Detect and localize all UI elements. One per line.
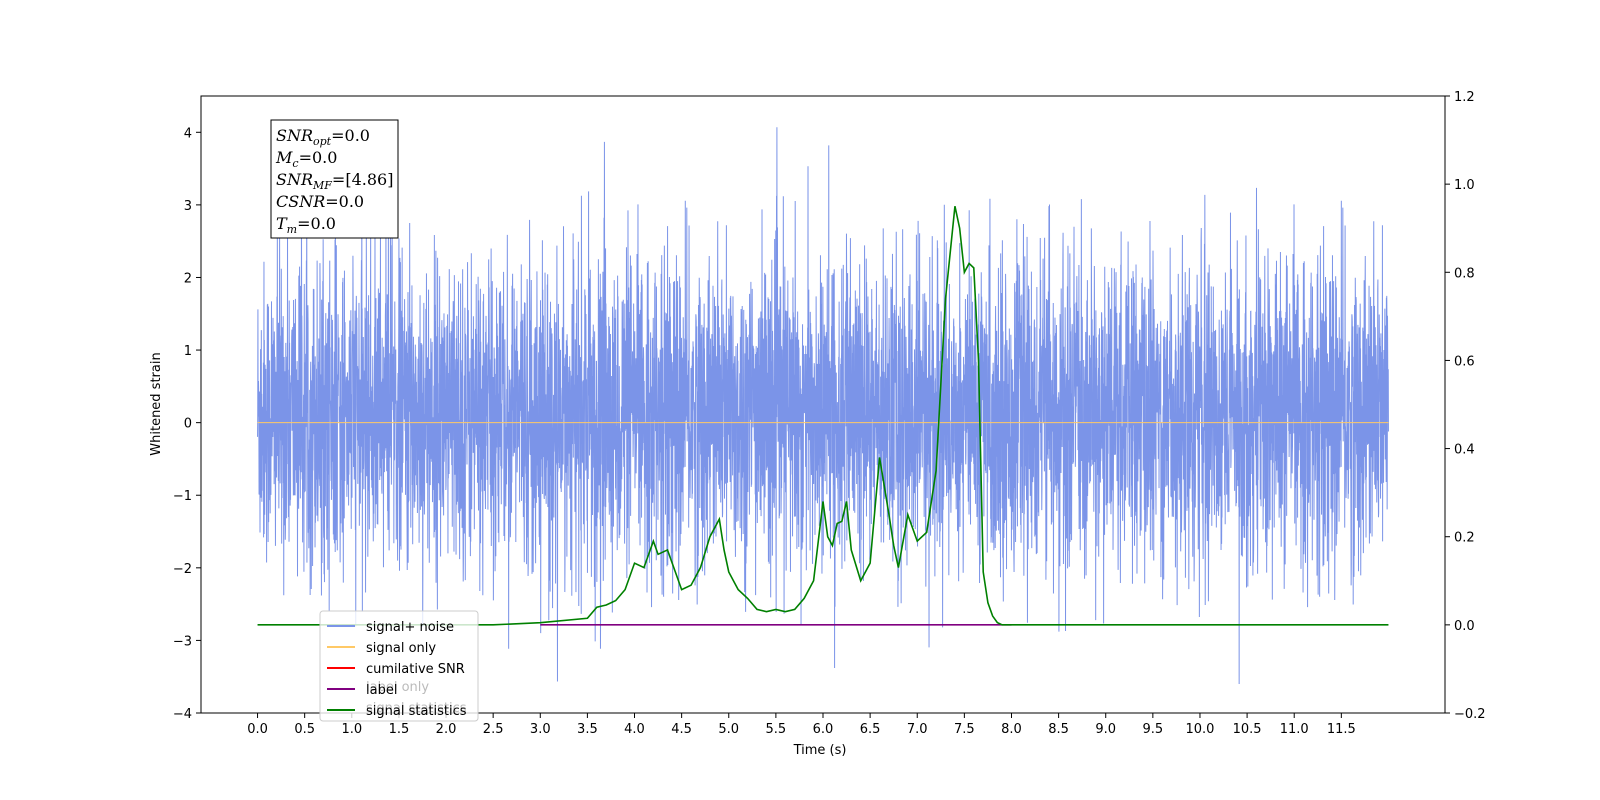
x-tick-label: 8.5 — [1048, 722, 1069, 737]
x-axis: 0.0 0.5 1.0 1.5 2.0 2.5 3.0 3.5 4.0 4.5 5.0 5.5 6.0 6… — [247, 713, 1356, 737]
x-tick-label: 6.5 — [860, 722, 881, 737]
x-tick-label: 0.0 — [247, 722, 268, 737]
y-right-tick-label: 0.4 — [1454, 443, 1475, 458]
legend-frame — [319, 610, 479, 722]
y-left-tick-label: 0 — [184, 417, 192, 432]
x-tick-label: 1.0 — [341, 722, 362, 737]
y-left-tick-label: −3 — [173, 634, 192, 649]
y-right-tick-label: 0.2 — [1454, 531, 1475, 546]
y-right-tick-label: −0.2 — [1454, 707, 1486, 722]
info-box-line: CSNR=0.0 — [276, 192, 364, 211]
series-signal-noise — [257, 127, 1389, 684]
x-tick-label: 4.5 — [671, 722, 692, 737]
x-tick-label: 5.5 — [766, 722, 787, 737]
legend-hidden-text: label only — [366, 680, 429, 695]
series-lines — [257, 206, 1389, 626]
legend: label only signal statistics signal+ noise… — [319, 610, 479, 722]
x-tick-label: 7.5 — [954, 722, 975, 737]
legend-label: signal statistics — [366, 704, 467, 719]
x-tick-label: 11.5 — [1327, 722, 1356, 737]
y-right-tick-label: 0.0 — [1454, 619, 1475, 634]
x-tick-label: 2.5 — [483, 722, 504, 737]
x-tick-label: 9.5 — [1143, 722, 1164, 737]
x-tick-label: 10.5 — [1233, 722, 1262, 737]
x-tick-label: 3.5 — [577, 722, 598, 737]
y-axis-left: 4 3 2 1 0 −1 −2 −3 −4 — [173, 126, 201, 722]
legend-label: signal+ noise — [366, 620, 454, 635]
y-axis-right: 1.2 1.0 0.8 0.6 0.4 0.2 0.0 −0.2 — [1445, 90, 1486, 722]
y-right-tick-label: 1.0 — [1454, 178, 1475, 193]
x-tick-label: 6.0 — [813, 722, 834, 737]
x-tick-label: 0.5 — [294, 722, 315, 737]
legend-label: cumilative SNR — [366, 662, 465, 677]
signal-statistics-line — [257, 206, 1389, 626]
x-axis-label: Time (s) — [793, 743, 847, 758]
x-tick-label: 8.0 — [1001, 722, 1022, 737]
x-tick-label: 5.0 — [718, 722, 739, 737]
y-right-tick-label: 0.6 — [1454, 354, 1475, 369]
y-left-tick-label: −1 — [173, 489, 192, 504]
info-box-line: Mc=0.0 — [275, 148, 337, 170]
x-tick-label: 7.0 — [907, 722, 928, 737]
x-tick-label: 1.5 — [389, 722, 410, 737]
signal-noise-line — [257, 127, 1389, 684]
legend-hidden-text: signal statistics — [366, 701, 467, 716]
info-box-line: SNRMF=[4.86] — [276, 170, 393, 192]
y-left-tick-label: 3 — [184, 199, 192, 214]
y-right-tick-label: 1.2 — [1454, 90, 1475, 105]
info-box-line: Tm=0.0 — [276, 214, 336, 236]
x-tick-label: 4.0 — [624, 722, 645, 737]
x-tick-label: 3.0 — [530, 722, 551, 737]
x-tick-label: 2.0 — [436, 722, 457, 737]
y-left-tick-label: −4 — [173, 707, 192, 722]
y-left-tick-label: 4 — [184, 126, 192, 141]
y-left-tick-label: 1 — [184, 344, 192, 359]
y-left-tick-label: 2 — [184, 271, 192, 286]
plot-area — [257, 127, 1389, 684]
y-left-tick-label: −2 — [173, 562, 192, 577]
x-tick-label: 10.0 — [1185, 722, 1214, 737]
legend-label: signal only — [366, 641, 436, 656]
legend-label: label — [366, 683, 397, 698]
y-axis-left-label: Whitened strain — [149, 352, 164, 455]
info-box-line: SNRopt=0.0 — [276, 126, 370, 148]
x-tick-label: 9.0 — [1095, 722, 1116, 737]
info-box-frame — [270, 119, 399, 239]
y-right-tick-label: 0.8 — [1454, 266, 1475, 281]
x-tick-label: 11.0 — [1280, 722, 1309, 737]
